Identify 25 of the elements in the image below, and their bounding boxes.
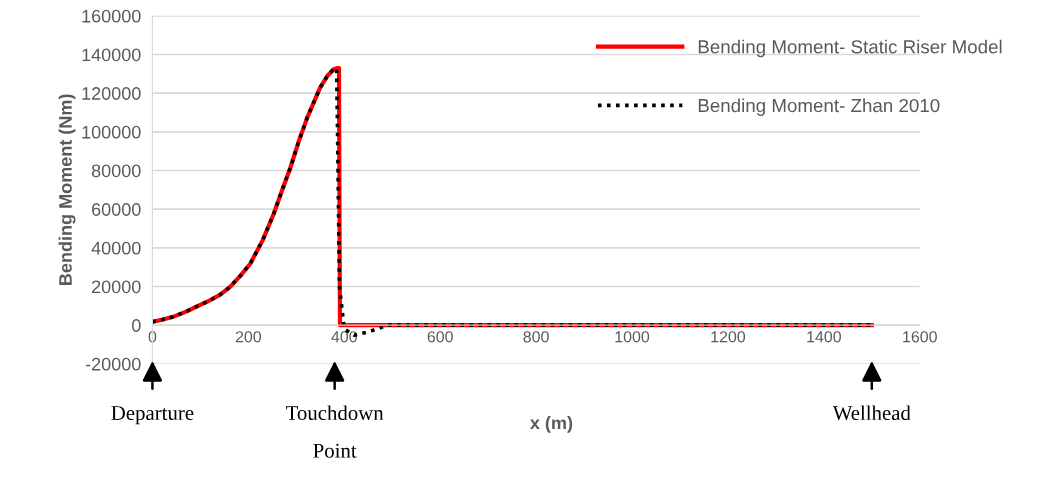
- annotation: Wellhead: [832, 405, 911, 421]
- x-tick-label: 400: [331, 331, 357, 343]
- y-tick-label: 20000: [92, 280, 141, 294]
- y-tick-label: 120000: [82, 87, 141, 100]
- y-tick-label: -20000: [85, 357, 141, 371]
- x-tick-label: 1600: [903, 331, 937, 343]
- y-tick-label: 160000: [82, 9, 141, 23]
- y-tick-label: 100000: [82, 125, 141, 139]
- legend-label: Bending Moment- Static Riser Model: [698, 39, 1002, 58]
- x-tick-label: 1000: [615, 331, 650, 343]
- x-tick-label: 1200: [711, 331, 746, 343]
- y-tick-label: 40000: [91, 241, 141, 255]
- y-tick-label: 80000: [91, 164, 141, 178]
- x-axis-title: x (m): [530, 416, 573, 433]
- legend-label: Bending Moment- Zhan 2010: [698, 98, 940, 116]
- x-tick-label: 200: [235, 331, 262, 343]
- x-tick-label: 1400: [807, 331, 841, 343]
- x-tick-label: 600: [427, 331, 453, 343]
- x-tick-label: 800: [523, 331, 549, 343]
- y-tick-label: 60000: [92, 203, 141, 216]
- annotation: Touchdown Point: [286, 405, 384, 458]
- annotation: Departure: [111, 406, 194, 425]
- y-tick-label: 140000: [82, 48, 141, 62]
- y-axis-title: Bending Moment (Nm): [58, 94, 76, 285]
- y-tick-label: 0: [131, 319, 141, 332]
